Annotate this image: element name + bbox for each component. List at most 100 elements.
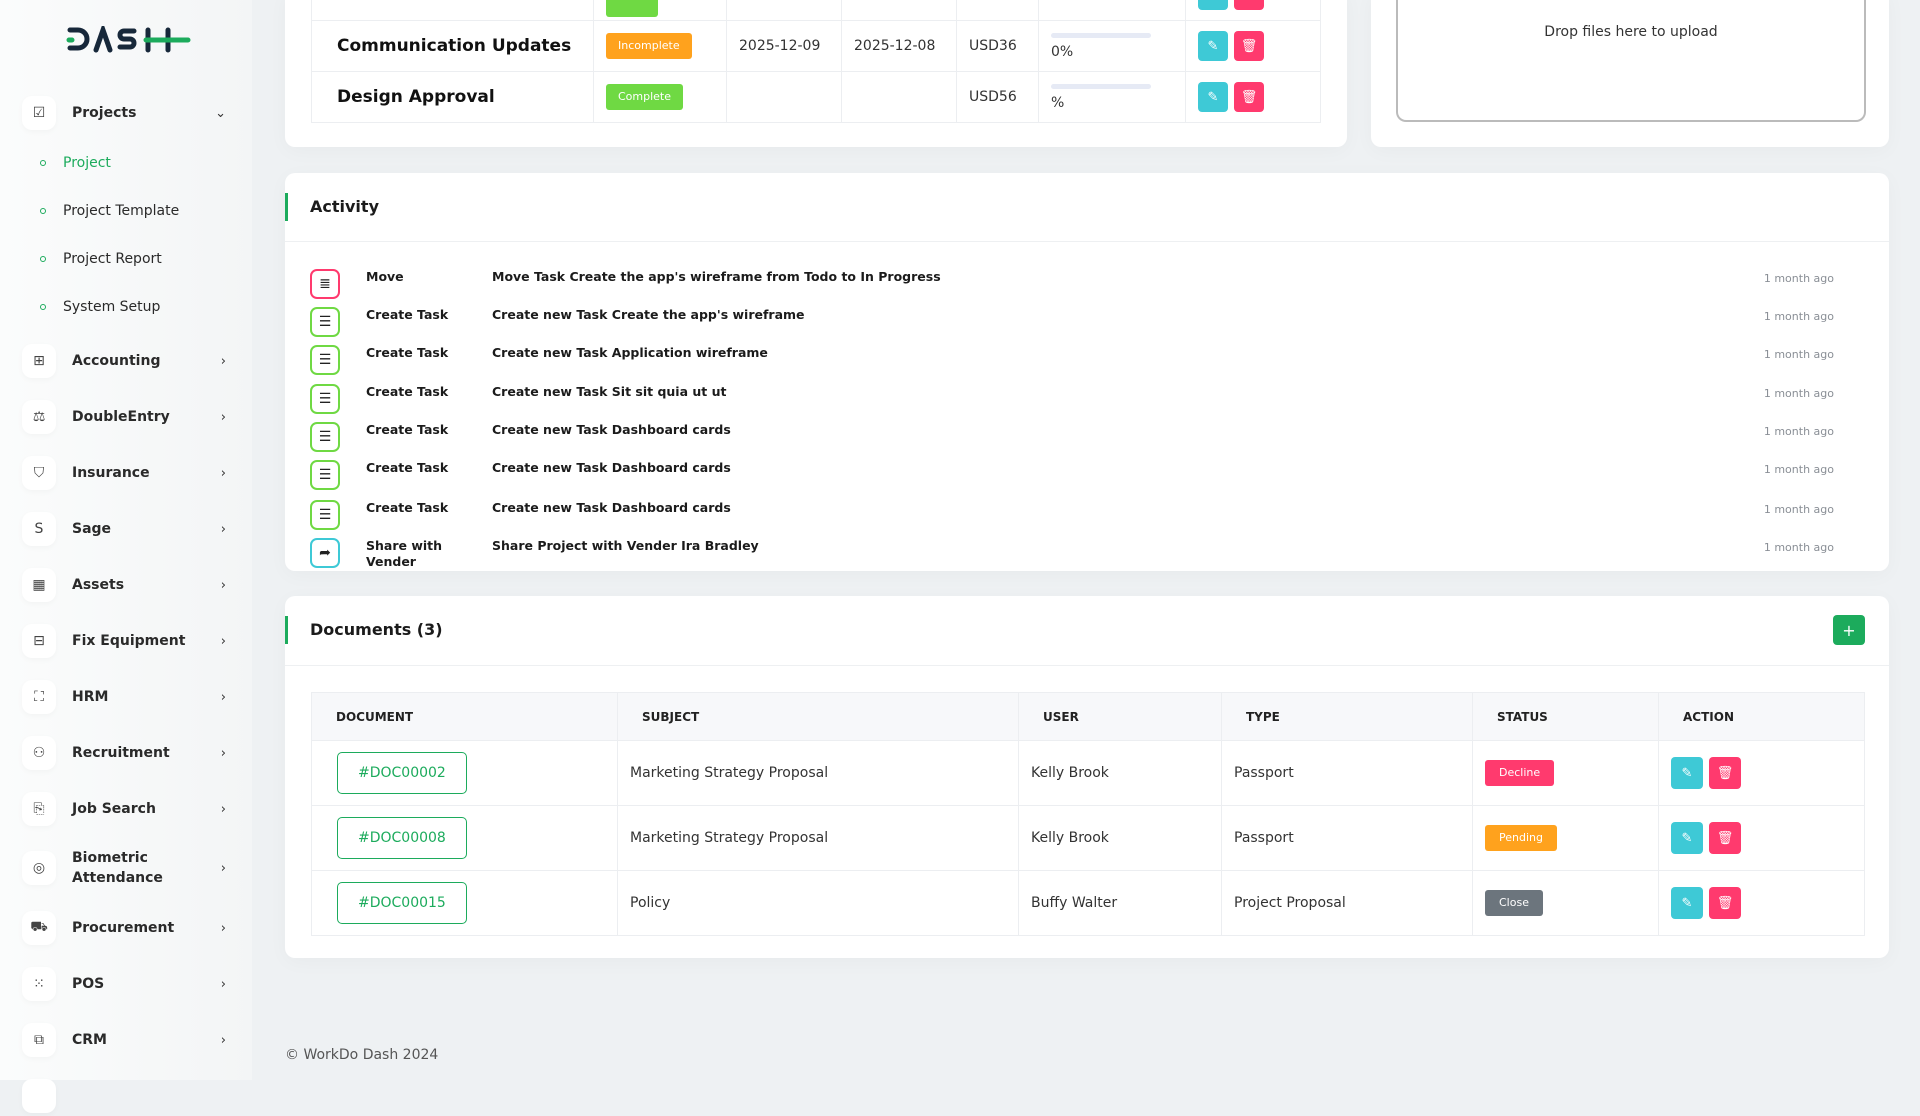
dash-logo bbox=[66, 26, 191, 53]
sidebar-item-crm[interactable]: ⧉ CRM › bbox=[22, 1020, 232, 1060]
sidebar-item-biometric-attendance[interactable]: ◎ Biometric Attendance › bbox=[22, 848, 232, 888]
trash-icon: 🗑 bbox=[1716, 765, 1734, 781]
list-check-icon: ☰ bbox=[310, 422, 340, 452]
check-square-icon: ☑ bbox=[22, 96, 56, 130]
document-link[interactable]: #DOC00008 bbox=[337, 817, 467, 859]
list-check-icon: ☰ bbox=[310, 345, 340, 375]
activity-item: ☰ Create Task Create new Task Create the… bbox=[285, 307, 1889, 343]
document-link[interactable]: #DOC00002 bbox=[337, 752, 467, 794]
table-row: #DOC00015 Policy Buffy Walter Project Pr… bbox=[311, 870, 1865, 936]
list-check-icon: ☰ bbox=[310, 384, 340, 414]
table-row: Communication Updates Incomplete 2025-12… bbox=[311, 20, 1321, 72]
activity-card: Activity ≣ Move Move Task Create the app… bbox=[285, 173, 1889, 571]
milestones-card: Communication Updates Incomplete 2025-12… bbox=[285, 0, 1347, 147]
sidebar-item-fix-equipment[interactable]: ⊟ Fix Equipment › bbox=[22, 621, 232, 661]
sidebar-item-hrm[interactable]: ⛶ HRM › bbox=[22, 677, 232, 717]
trash-icon: 🗑 bbox=[1240, 38, 1258, 54]
pencil-icon: ✎ bbox=[1681, 895, 1693, 911]
file-search-icon: ⎘ bbox=[22, 792, 56, 826]
calculator-icon: ▦ bbox=[22, 568, 56, 602]
edit-button[interactable]: ✎ bbox=[1671, 887, 1703, 919]
share-icon: ➦ bbox=[310, 538, 340, 568]
chevron-right-icon: › bbox=[220, 976, 226, 992]
sidebar-item-insurance[interactable]: ⛉ Insurance › bbox=[22, 453, 232, 493]
bullet-icon bbox=[40, 304, 46, 310]
status-badge: Close bbox=[1485, 890, 1543, 916]
sidebar-subitem[interactable]: System Setup bbox=[40, 299, 160, 315]
delete-button[interactable]: 🗑 bbox=[1709, 757, 1741, 789]
chevron-right-icon: › bbox=[220, 633, 226, 649]
list-check-icon: ☰ bbox=[310, 460, 340, 490]
sidebar-subitem[interactable]: Project Template bbox=[40, 203, 179, 219]
chevron-right-icon: › bbox=[220, 577, 226, 593]
sidebar-item-sage[interactable]: S Sage › bbox=[22, 509, 232, 549]
scale-icon: ⚖ bbox=[22, 400, 56, 434]
delete-button[interactable]: 🗑 bbox=[1234, 31, 1264, 61]
column-header: USER bbox=[1018, 692, 1222, 741]
list-icon: ≣ bbox=[310, 269, 340, 299]
column-header: STATUS bbox=[1472, 692, 1659, 741]
status-badge: Pending bbox=[1485, 825, 1557, 851]
documents-title: Documents (3) bbox=[310, 620, 443, 639]
sidebar-item-projects[interactable]: ☑ Projects ⌄ bbox=[22, 93, 232, 133]
sidebar-subitem[interactable]: Project Report bbox=[40, 251, 162, 267]
edit-button[interactable]: ✎ bbox=[1198, 82, 1228, 112]
table-row: #DOC00008 Marketing Strategy Proposal Ke… bbox=[311, 805, 1865, 871]
sidebar-item-recruitment[interactable]: ⚇ Recruitment › bbox=[22, 733, 232, 773]
delete-button[interactable]: 🗑 bbox=[1709, 887, 1741, 919]
sidebar-item-more[interactable] bbox=[22, 1076, 232, 1116]
cart-icon: ⛟ bbox=[22, 911, 56, 945]
sidebar-item-pos[interactable]: ⁙ POS › bbox=[22, 964, 232, 1004]
documents-table: DOCUMENT SUBJECT USER TYPE STATUS ACTION #DOC… bbox=[311, 692, 1865, 936]
delete-button[interactable]: 🗑 bbox=[1234, 82, 1264, 112]
table-row bbox=[311, 0, 1321, 21]
column-header: DOCUMENT bbox=[311, 692, 618, 741]
chevron-right-icon: › bbox=[220, 860, 226, 876]
delete-button[interactable]: 🗑 bbox=[1709, 822, 1741, 854]
sidebar-subitem[interactable]: Project bbox=[40, 155, 111, 171]
activity-item: ☰ Create Task Create new Task Dashboard … bbox=[285, 500, 1889, 536]
chevron-right-icon: › bbox=[220, 920, 226, 936]
status-badge: Decline bbox=[1485, 760, 1555, 786]
activity-item: ≣ Move Move Task Create the app's wirefr… bbox=[285, 269, 1889, 305]
bullet-icon bbox=[40, 208, 46, 214]
user-focus-icon: ⛶ bbox=[22, 680, 56, 714]
layers-icon: ⧉ bbox=[22, 1023, 56, 1057]
file-dropzone[interactable]: Drop files here to upload bbox=[1396, 0, 1866, 122]
trash-icon: 🗑 bbox=[1716, 830, 1734, 846]
column-header: SUBJECT bbox=[617, 692, 1019, 741]
sidebar-item-accounting[interactable]: ⊞ Accounting › bbox=[22, 341, 232, 381]
letter-s-icon: S bbox=[22, 512, 56, 546]
delete-button[interactable] bbox=[1234, 0, 1264, 10]
edit-button[interactable]: ✎ bbox=[1671, 757, 1703, 789]
chevron-right-icon: › bbox=[220, 353, 226, 369]
edit-button[interactable] bbox=[1198, 0, 1228, 10]
add-document-button[interactable]: + bbox=[1833, 615, 1865, 645]
table-row: Design Approval Complete USD56 % ✎ 🗑 bbox=[311, 71, 1321, 123]
column-header: TYPE bbox=[1221, 692, 1473, 741]
menu-icon bbox=[22, 1079, 56, 1113]
edit-button[interactable]: ✎ bbox=[1198, 31, 1228, 61]
trash-icon: 🗑 bbox=[1716, 895, 1734, 911]
documents-card: Documents (3) + DOCUMENT SUBJECT USER TYPE S… bbox=[285, 596, 1889, 958]
bullet-icon bbox=[40, 160, 46, 166]
sidebar-item-assets[interactable]: ▦ Assets › bbox=[22, 565, 232, 605]
sidebar: ☑ Projects ⌄ Project Project Template Proj… bbox=[0, 0, 252, 1113]
status-badge bbox=[606, 0, 658, 17]
edit-button[interactable]: ✎ bbox=[1671, 822, 1703, 854]
chevron-right-icon: › bbox=[220, 1032, 226, 1048]
progress-bar bbox=[1051, 83, 1151, 89]
chevron-right-icon: › bbox=[220, 521, 226, 537]
activity-item: ☰ Create Task Create new Task Applicatio… bbox=[285, 345, 1889, 381]
activity-item: ☰ Create Task Create new Task Sit sit qu… bbox=[285, 384, 1889, 420]
document-link[interactable]: #DOC00015 bbox=[337, 882, 467, 924]
activity-item: ☰ Create Task Create new Task Dashboard … bbox=[285, 460, 1889, 496]
sidebar-item-job-search[interactable]: ⎘ Job Search › bbox=[22, 789, 232, 829]
sidebar-item-procurement[interactable]: ⛟ Procurement › bbox=[22, 908, 232, 948]
fingerprint-icon: ◎ bbox=[22, 851, 56, 885]
table-row: #DOC00002 Marketing Strategy Proposal Ke… bbox=[311, 740, 1865, 806]
sidebar-item-doubleentry[interactable]: ⚖ DoubleEntry › bbox=[22, 397, 232, 437]
bullet-icon bbox=[40, 256, 46, 262]
shield-check-icon: ⛉ bbox=[22, 456, 56, 490]
column-header: ACTION bbox=[1658, 692, 1865, 741]
